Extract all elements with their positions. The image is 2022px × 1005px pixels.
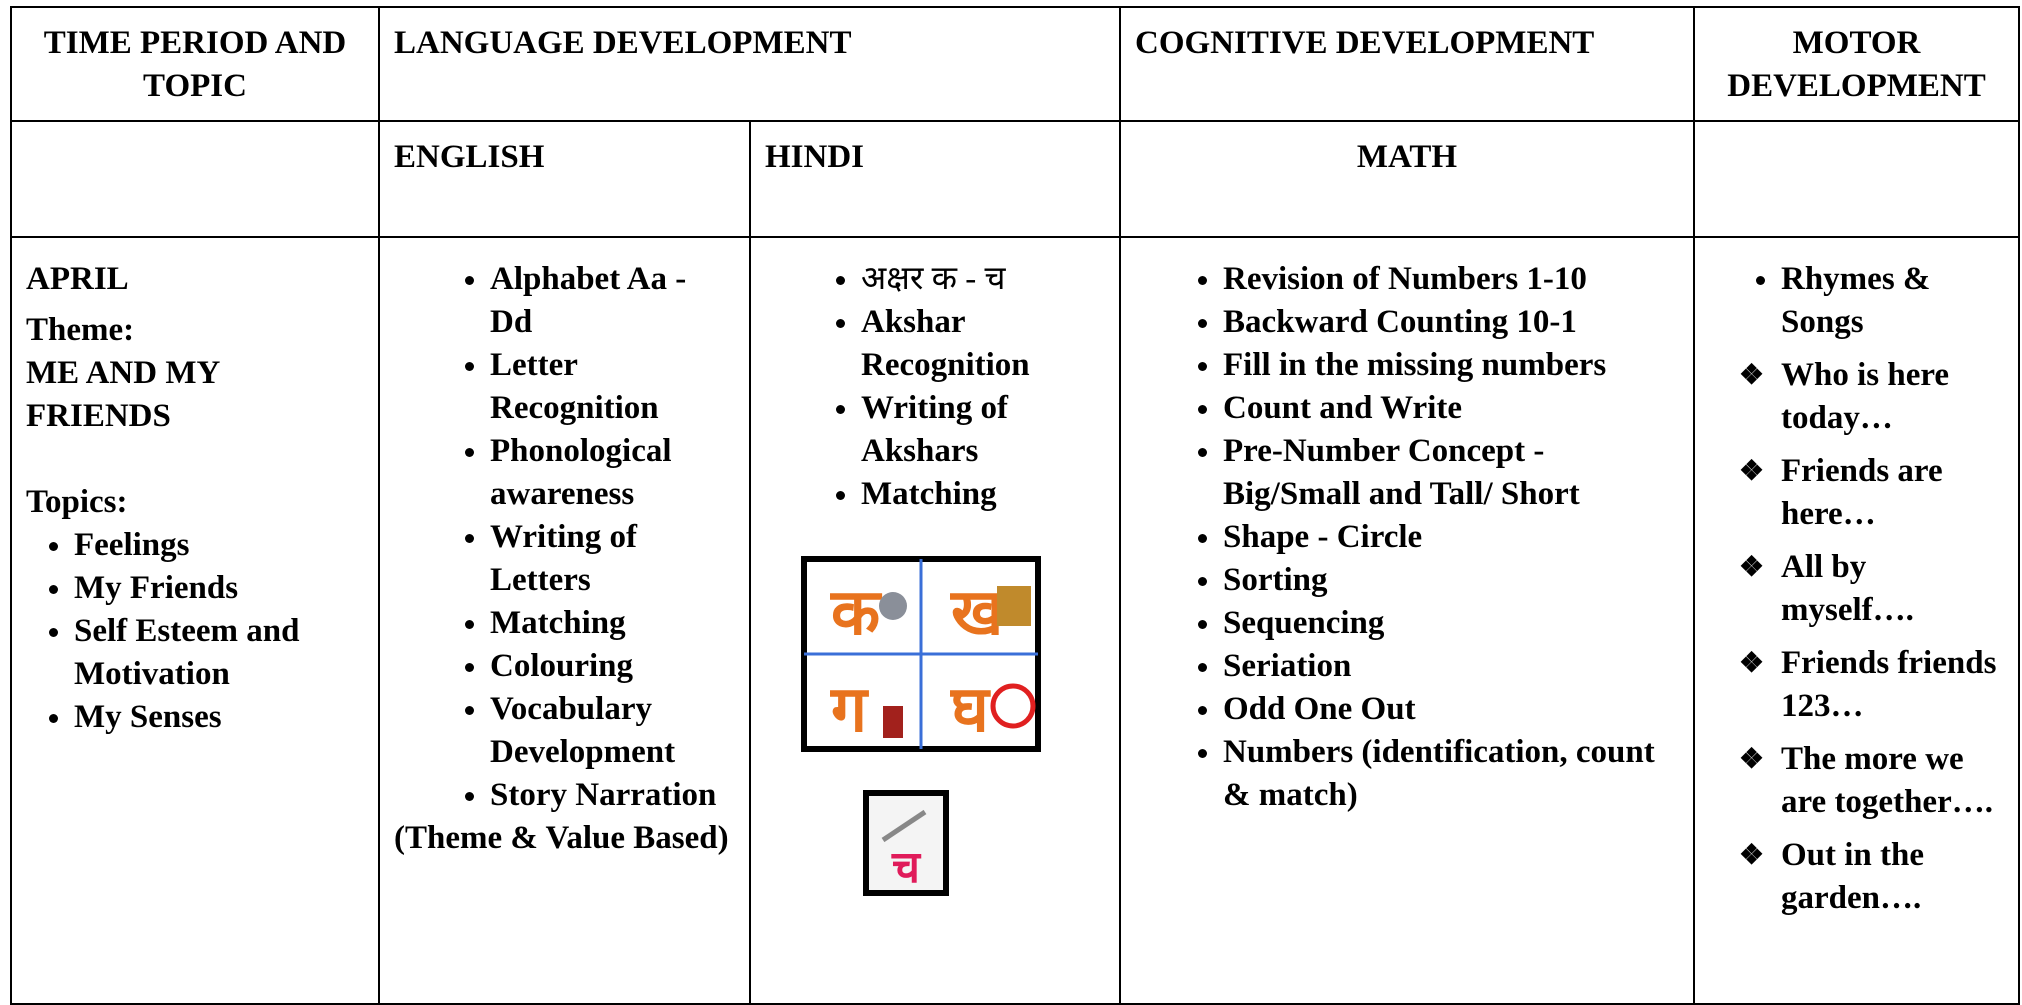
header-cell: LANGUAGE DEVELOPMENT	[378, 6, 1121, 122]
hindi-item: Writing of Akshars	[861, 387, 1105, 473]
month: APRIL	[26, 261, 129, 297]
subheader-row: ENGLISH HINDI MATH	[10, 120, 2020, 238]
song-item: All by myself….	[1739, 546, 2004, 632]
topics-list: FeelingsMy FriendsSelf Esteem and Motiva…	[26, 524, 364, 739]
math-item: Revision of Numbers 1-10	[1223, 258, 1679, 301]
subheader-cell	[1693, 120, 2020, 238]
math-item: Pre-Number Concept - Big/Small and Tall/…	[1223, 430, 1679, 516]
math-item: Numbers (identification, count & match)	[1223, 731, 1679, 817]
english-item: Vocabulary Development	[490, 688, 735, 774]
english-item: Phonological awareness	[490, 430, 735, 516]
subheader-cell: HINDI	[749, 120, 1121, 238]
header-text: MOTOR DEVELOPMENT	[1727, 25, 1986, 104]
header-cell: MOTOR DEVELOPMENT	[1693, 6, 2020, 122]
motor-item: Rhymes & Songs	[1781, 258, 2004, 344]
math-item: Seriation	[1223, 645, 1679, 688]
theme-label: Theme:	[26, 312, 135, 348]
english-item: Writing of Letters	[490, 516, 735, 602]
song-item: Who is here today…	[1739, 354, 2004, 440]
subheader-cell	[10, 120, 380, 238]
header-cell: TIME PERIOD AND TOPIC	[10, 6, 380, 122]
english-item: Matching	[490, 602, 735, 645]
header-row: TIME PERIOD AND TOPIC LANGUAGE DEVELOPME…	[10, 6, 2020, 122]
theme: ME AND MY FRIENDS	[26, 355, 220, 434]
grid-letter: क	[830, 576, 883, 650]
math-item: Backward Counting 10-1	[1223, 301, 1679, 344]
grid-letter: घ	[950, 673, 991, 747]
song-item: Friends are here…	[1739, 450, 2004, 536]
song-list: Who is here today… Friends are here… All b…	[1709, 354, 2004, 920]
math-item: Sequencing	[1223, 602, 1679, 645]
grid-letter: ख	[950, 576, 1006, 650]
pigeon-icon	[879, 592, 907, 620]
song-item: The more we are together….	[1739, 738, 2004, 824]
subheader-cell: MATH	[1119, 120, 1695, 238]
subheader-text: ENGLISH	[394, 139, 545, 175]
topic-item: My Senses	[74, 696, 364, 739]
hindi-item: Akshar Recognition	[861, 301, 1105, 387]
hindi-item: अक्षर क - च	[861, 258, 1105, 301]
clock-icon	[990, 683, 1036, 729]
motor-cell: Rhymes & Songs Who is here today… Friends…	[1693, 236, 2020, 1005]
math-item: Fill in the missing numbers	[1223, 344, 1679, 387]
topic-item: Self Esteem and Motivation	[74, 610, 364, 696]
subheader-cell: ENGLISH	[378, 120, 751, 238]
math-item: Sorting	[1223, 559, 1679, 602]
hindi-cell: अक्षर क - चAkshar RecognitionWriting of …	[749, 236, 1121, 1005]
subheader-text: MATH	[1356, 139, 1458, 175]
song-item: Out in the garden….	[1739, 834, 2004, 920]
math-item: Odd One Out	[1223, 688, 1679, 731]
header-text: COGNITIVE DEVELOPMENT	[1135, 25, 1595, 61]
english-note: (Theme & Value Based)	[394, 820, 729, 856]
english-item: Story Narration	[490, 774, 735, 817]
grid-letter: ग	[830, 673, 869, 747]
plant-icon	[883, 706, 903, 738]
english-item: Alphabet Aa - Dd	[490, 258, 735, 344]
topics-label: Topics:	[26, 484, 128, 520]
body-row: APRIL Theme: ME AND MY FRIENDS Topics: F…	[10, 236, 2020, 1005]
spoon-icon	[881, 809, 927, 843]
april-cell: APRIL Theme: ME AND MY FRIENDS Topics: F…	[10, 236, 380, 1005]
math-item: Shape - Circle	[1223, 516, 1679, 559]
subheader-text: HINDI	[765, 139, 865, 175]
math-cell: Revision of Numbers 1-10Backward Countin…	[1119, 236, 1695, 1005]
card-letter: च	[891, 842, 922, 893]
hindi-list: अक्षर क - चAkshar RecognitionWriting of …	[765, 258, 1105, 516]
english-item: Colouring	[490, 645, 735, 688]
hindi-item: Matching	[861, 473, 1105, 516]
header-text: TIME PERIOD AND TOPIC	[43, 25, 347, 104]
song-item: Friends friends 123…	[1739, 642, 2004, 728]
english-list: Alphabet Aa - DdLetter RecognitionPhonol…	[394, 258, 735, 817]
math-list: Revision of Numbers 1-10Backward Countin…	[1135, 258, 1679, 817]
card-frame	[863, 790, 949, 896]
topic-item: My Friends	[74, 567, 364, 610]
motor-first-list: Rhymes & Songs	[1709, 258, 2004, 344]
hindi-letter-card: च	[863, 790, 949, 896]
topic-item: Feelings	[74, 524, 364, 567]
curriculum-table: TIME PERIOD AND TOPIC LANGUAGE DEVELOPME…	[10, 6, 2020, 1005]
english-item: Letter Recognition	[490, 344, 735, 430]
math-item: Count and Write	[1223, 387, 1679, 430]
header-text: LANGUAGE DEVELOPMENT	[394, 25, 852, 61]
chest-icon	[997, 586, 1031, 626]
hindi-letter-grid: क ख ग घ	[801, 556, 1041, 752]
header-cell: COGNITIVE DEVELOPMENT	[1119, 6, 1695, 122]
english-cell: Alphabet Aa - DdLetter RecognitionPhonol…	[378, 236, 751, 1005]
